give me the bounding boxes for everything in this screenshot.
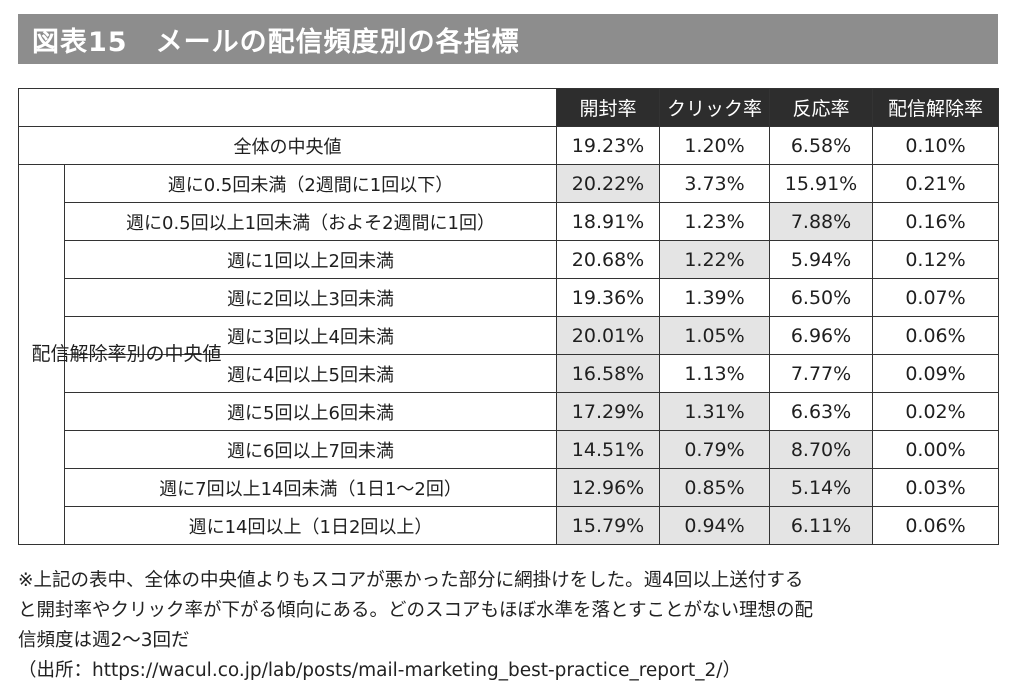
value-cell: 5.14% bbox=[769, 468, 873, 507]
value-cell: 6.58% bbox=[769, 126, 873, 165]
value-cell: 20.22% bbox=[556, 164, 660, 203]
row-label: 週に14回以上（1日2回以上） bbox=[64, 506, 557, 545]
footnote: ※上記の表中、全体の中央値よりもスコアが悪かった部分に網掛けをした。週4回以上送… bbox=[18, 566, 1008, 686]
value-cell: 7.88% bbox=[769, 202, 873, 241]
value-cell: 0.12% bbox=[872, 240, 999, 279]
value-cell: 5.94% bbox=[769, 240, 873, 279]
row-label: 週に7回以上14回未満（1日1〜2回） bbox=[64, 468, 557, 507]
col-header-response-rate: 反応率 bbox=[769, 88, 873, 127]
value-cell: 6.50% bbox=[769, 278, 873, 317]
col-header-click-rate: クリック率 bbox=[659, 88, 770, 127]
value-cell: 20.01% bbox=[556, 316, 660, 355]
value-cell: 0.10% bbox=[872, 126, 999, 165]
header-corner bbox=[18, 88, 557, 127]
table-row-overall: 全体の中央値 19.23% 1.20% 6.58% 0.10% bbox=[18, 126, 999, 165]
row-label: 週に0.5回以上1回未満（およそ2週間に1回） bbox=[64, 202, 557, 241]
value-cell: 0.94% bbox=[659, 506, 770, 545]
header-row: 開封率 クリック率 反応率 配信解除率 bbox=[18, 88, 999, 127]
footnote-line: と開封率やクリック率が下がる傾向にある。どのスコアもほぼ水準を落とすことがない理… bbox=[18, 600, 813, 621]
value-cell: 1.20% bbox=[659, 126, 770, 165]
value-cell: 0.85% bbox=[659, 468, 770, 507]
table-row: 配信解除率別の中央値 週に0.5回未満（2週間に1回以下） 20.22% 3.73% 1… bbox=[18, 164, 999, 545]
value-cell: 12.96% bbox=[556, 468, 660, 507]
table-row: 週に3回以上4回未満 20.01% 1.05% 6.96% 0.06% bbox=[19, 316, 999, 355]
value-cell: 17.29% bbox=[556, 392, 660, 431]
metrics-table: 開封率 クリック率 反応率 配信解除率 全体の中央値 19.23% 1.20% 6.5… bbox=[18, 88, 999, 545]
col-header-open-rate: 開封率 bbox=[556, 88, 660, 127]
table-row: 週に0.5回以上1回未満（およそ2週間に1回） 18.91% 1.23% 7.88% 0… bbox=[19, 202, 999, 241]
value-cell: 20.68% bbox=[556, 240, 660, 279]
source-line: （出所：https://wacul.co.jp/lab/posts/mail-m… bbox=[18, 660, 741, 681]
value-cell: 16.58% bbox=[556, 354, 660, 393]
value-cell: 19.36% bbox=[556, 278, 660, 317]
value-cell: 0.21% bbox=[872, 164, 999, 203]
value-cell: 1.23% bbox=[659, 202, 770, 241]
value-cell: 8.70% bbox=[769, 430, 873, 469]
value-cell: 1.39% bbox=[659, 278, 770, 317]
value-cell: 18.91% bbox=[556, 202, 660, 241]
group-label-text: 配信解除率別の中央値 bbox=[31, 343, 222, 365]
value-cell: 0.06% bbox=[872, 506, 999, 545]
table-row: 週に6回以上7回未満 14.51% 0.79% 8.70% 0.00% bbox=[19, 430, 999, 469]
value-cell: 1.22% bbox=[659, 240, 770, 279]
footnote-line: 信頻度は週2〜3回だ bbox=[18, 630, 190, 651]
row-label: 週に5回以上6回未満 bbox=[64, 392, 557, 431]
table-row: 週に14回以上（1日2回以上） 15.79% 0.94% 6.11% 0.06% bbox=[19, 506, 999, 545]
value-cell: 1.31% bbox=[659, 392, 770, 431]
table-row: 週に5回以上6回未満 17.29% 1.31% 6.63% 0.02% bbox=[19, 392, 999, 431]
value-cell: 0.09% bbox=[872, 354, 999, 393]
row-label: 週に3回以上4回未満 bbox=[64, 316, 557, 355]
value-cell: 3.73% bbox=[659, 164, 770, 203]
table-row: 週に2回以上3回未満 19.36% 1.39% 6.50% 0.07% bbox=[19, 278, 999, 317]
value-cell: 6.11% bbox=[769, 506, 873, 545]
table-row: 週に7回以上14回未満（1日1〜2回） 12.96% 0.85% 5.14% 0.03% bbox=[19, 468, 999, 507]
value-cell: 0.07% bbox=[872, 278, 999, 317]
col-header-unsubscribe-rate: 配信解除率 bbox=[872, 88, 999, 127]
value-cell: 0.79% bbox=[659, 430, 770, 469]
value-cell: 0.06% bbox=[872, 316, 999, 355]
table-row: 週に1回以上2回未満 20.68% 1.22% 5.94% 0.12% bbox=[19, 240, 999, 279]
row-label: 週に6回以上7回未満 bbox=[64, 430, 557, 469]
row-label: 週に0.5回未満（2週間に1回以下） bbox=[64, 164, 557, 203]
value-cell: 15.91% bbox=[769, 164, 873, 203]
value-cell: 0.02% bbox=[872, 392, 999, 431]
value-cell: 6.63% bbox=[769, 392, 873, 431]
group-label: 配信解除率別の中央値 bbox=[18, 164, 222, 545]
value-cell: 7.77% bbox=[769, 354, 873, 393]
row-label: 週に2回以上3回未満 bbox=[64, 278, 557, 317]
value-cell: 14.51% bbox=[556, 430, 660, 469]
row-label: 全体の中央値 bbox=[18, 126, 557, 165]
table-row: 週に4回以上5回未満 16.58% 1.13% 7.77% 0.09% bbox=[19, 354, 999, 393]
row-label: 週に4回以上5回未満 bbox=[64, 354, 557, 393]
figure-title-bar: 図表15 メールの配信頻度別の各指標 bbox=[18, 14, 998, 64]
footnote-line: ※上記の表中、全体の中央値よりもスコアが悪かった部分に網掛けをした。週4回以上送… bbox=[18, 570, 804, 591]
value-cell: 1.05% bbox=[659, 316, 770, 355]
value-cell: 19.23% bbox=[556, 126, 660, 165]
value-cell: 0.00% bbox=[872, 430, 999, 469]
row-label: 週に1回以上2回未満 bbox=[64, 240, 557, 279]
figure-title: 図表15 メールの配信頻度別の各指標 bbox=[32, 26, 520, 58]
value-cell: 1.13% bbox=[659, 354, 770, 393]
value-cell: 6.96% bbox=[769, 316, 873, 355]
value-cell: 0.16% bbox=[872, 202, 999, 241]
value-cell: 0.03% bbox=[872, 468, 999, 507]
value-cell: 15.79% bbox=[556, 506, 660, 545]
